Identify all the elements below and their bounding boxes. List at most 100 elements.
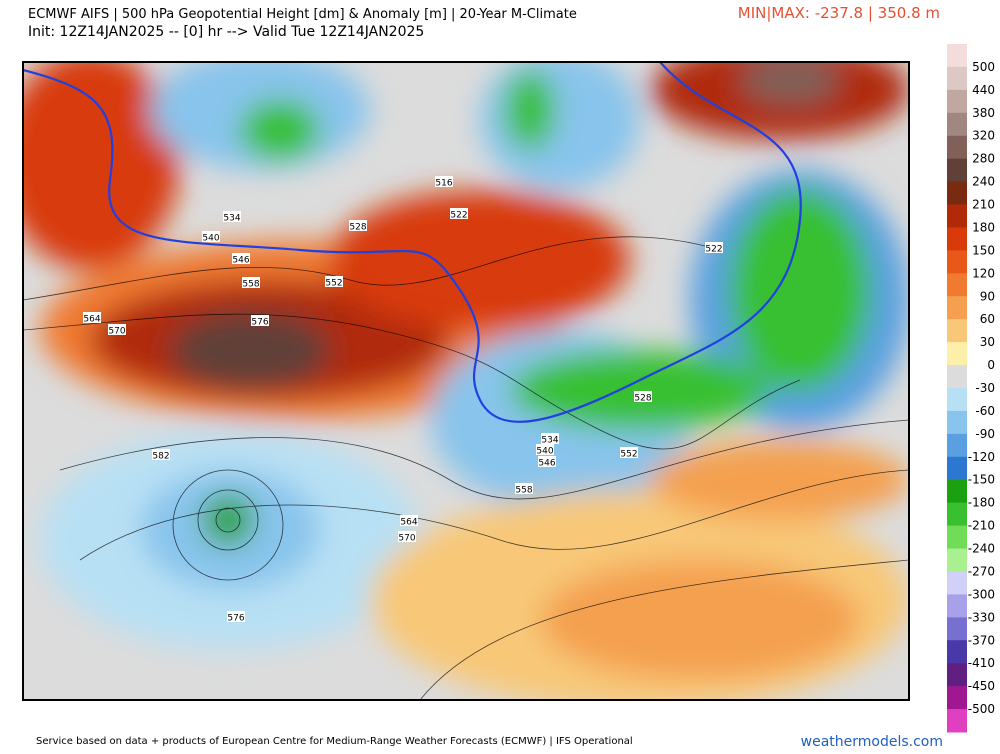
colorbar-label: 280 (972, 152, 995, 166)
colorbar-label: -60 (975, 404, 995, 418)
contour-label: 522 (705, 245, 722, 255)
colorbar-swatch (947, 365, 967, 389)
colorbar-label: -330 (968, 610, 995, 624)
contour-label-bg (634, 391, 652, 402)
colorbar-label: 440 (972, 83, 995, 97)
map-frame (22, 61, 910, 701)
colorbar-label: -500 (968, 702, 995, 716)
colorbar-label: -410 (968, 656, 995, 670)
colorbar-label: -120 (968, 450, 995, 464)
contour-label-bg (152, 449, 170, 460)
contour-label: 546 (538, 459, 555, 469)
contour-label-bg (705, 242, 723, 253)
contour-label-bg (536, 444, 554, 455)
title: ECMWF AIFS | 500 hPa Geopotential Height… (28, 7, 577, 22)
colorbar-label: -150 (968, 473, 995, 487)
colorbar-label: 180 (972, 220, 995, 234)
contour-label-bg (349, 220, 367, 231)
colorbar-swatch (947, 66, 967, 91)
contour-label: 576 (227, 614, 244, 624)
contour-label: 534 (541, 436, 558, 446)
contour-label: 564 (400, 518, 417, 528)
colorbar-label: -450 (968, 679, 995, 693)
colorbar-swatch (947, 388, 967, 412)
contour-label: 552 (325, 279, 342, 289)
contour-label: 540 (536, 447, 553, 457)
contour-label: 528 (634, 394, 651, 404)
contour-label-bg (223, 211, 241, 222)
contour-label-bg (435, 176, 453, 187)
credit: Service based on data + products of Euro… (36, 736, 633, 747)
contour-label-bg (400, 515, 418, 526)
colorbar-swatch (947, 571, 967, 595)
colorbar-swatch (947, 709, 967, 733)
colorbar-swatch (947, 112, 967, 137)
contour-label-bg (450, 208, 468, 219)
colorbar-label: -30 (975, 381, 995, 395)
colorbar-label: 320 (972, 129, 995, 143)
colorbar-swatch (947, 548, 967, 572)
colorbar-swatch (947, 686, 967, 710)
contour-label-bg (108, 324, 126, 335)
colorbar-swatch (947, 617, 967, 641)
colorbar-swatch (947, 319, 967, 343)
colorbar-label: -270 (968, 564, 995, 578)
colorbar-swatch (947, 135, 967, 160)
colorbar-label: -180 (968, 496, 995, 510)
colorbar-label: 90 (980, 289, 995, 303)
colorbar-label: 60 (980, 312, 995, 326)
colorbar-label: -240 (968, 542, 995, 556)
colorbar-label: 500 (972, 60, 995, 74)
contour-label: 570 (398, 534, 415, 544)
contour-label-bg (251, 315, 269, 326)
contour-label: 522 (450, 211, 467, 221)
colorbar-label: 120 (972, 266, 995, 280)
contour-label-bg (202, 231, 220, 242)
colorbar-swatch (947, 158, 967, 183)
colorbar-swatch (947, 502, 967, 527)
colorbar-swatch (947, 273, 967, 297)
contour-label: 558 (242, 280, 259, 290)
colorbar-label: 30 (980, 335, 995, 349)
colorbar-swatch (947, 525, 967, 550)
contour-label-bg (515, 483, 533, 494)
min-max: MIN|MAX: -237.8 | 350.8 m (738, 4, 940, 22)
contour-label: 558 (515, 486, 532, 496)
colorbar-swatch (947, 204, 967, 228)
contour-label: 540 (202, 234, 219, 244)
colorbar-swatch (947, 250, 967, 274)
colorbar-swatch (947, 227, 967, 251)
contour-label: 516 (435, 179, 452, 189)
colorbar-swatch (947, 89, 967, 114)
brand[interactable]: weathermodels.com (801, 734, 943, 750)
colorbar-swatch (947, 342, 967, 366)
contour-label-bg (541, 433, 559, 444)
colorbar-label: -370 (968, 633, 995, 647)
colorbar-swatch (947, 410, 967, 435)
colorbar-label: 0 (987, 358, 995, 372)
contour-label-bg (325, 276, 343, 287)
colorbar-label: 210 (972, 198, 995, 212)
contour-label: 534 (223, 214, 240, 224)
colorbar-label: -210 (968, 519, 995, 533)
colorbar-label: -90 (975, 427, 995, 441)
contour-label-bg (398, 531, 416, 542)
colorbar-swatch (947, 181, 967, 206)
contour-label-bg (227, 611, 245, 622)
colorbar-swatch (947, 456, 967, 481)
contour-label-bg (83, 312, 101, 323)
contour-label: 546 (232, 256, 249, 266)
colorbar-label: 150 (972, 243, 995, 257)
map (23, 62, 909, 700)
contour-label: 564 (83, 315, 100, 325)
colorbar-label: -300 (968, 587, 995, 601)
colorbar-swatch (947, 296, 967, 320)
subtitle: Init: 12Z14JAN2025 -- [0] hr --> Valid T… (28, 24, 424, 40)
colorbar-swatch (947, 479, 967, 504)
colorbar-swatch (947, 433, 967, 458)
colorbar-label: 240 (972, 175, 995, 189)
contour-label-bg (620, 447, 638, 458)
contour-label: 528 (349, 223, 366, 233)
